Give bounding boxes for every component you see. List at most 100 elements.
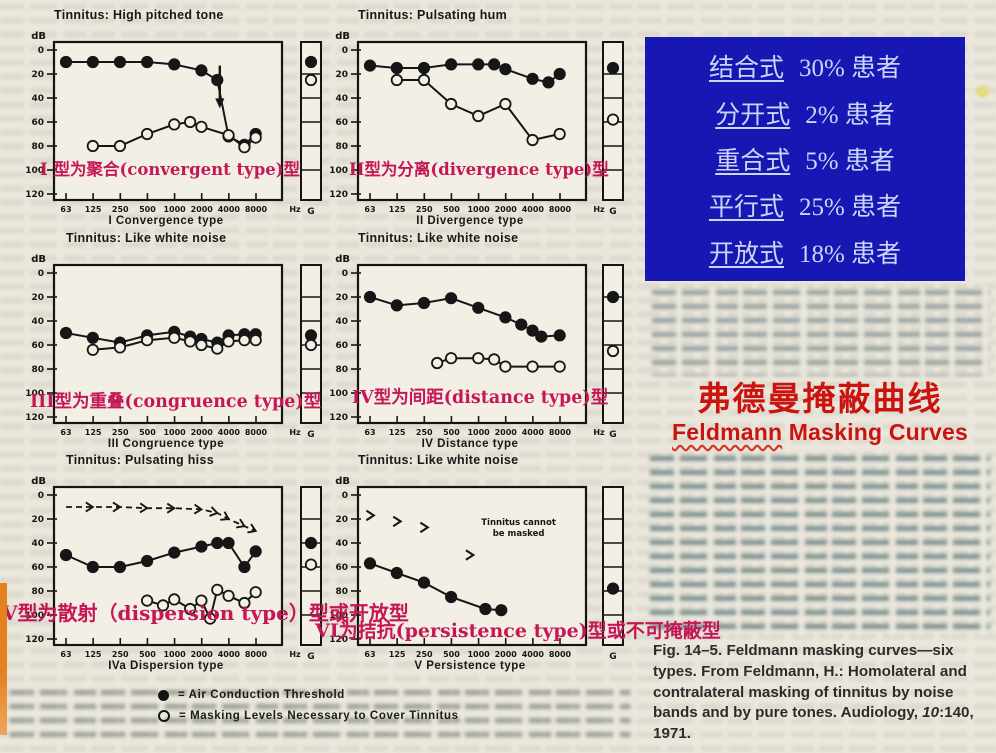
caption-text: Feldmann masking curves—six types. From … xyxy=(653,642,967,722)
caption-number: Fig. 14–5. xyxy=(653,642,723,659)
svg-text:20: 20 xyxy=(335,293,348,303)
audiogram-congruence-type: dB 0 20 40 60 80 100 120 63 125 250 500 1000 2000 4000… xyxy=(25,254,301,437)
stat-value: 2% 患者 xyxy=(805,101,895,129)
mask-type-statistics-box: 结合式 30% 患者 分开式 2% 患者 重合式 5% 患者 平行式 25% 患… xyxy=(645,37,965,281)
heading-chinese: 弗德曼掩蔽曲线 xyxy=(697,379,943,418)
svg-text:80: 80 xyxy=(31,587,44,597)
svg-text:100: 100 xyxy=(329,389,348,399)
svg-text:60: 60 xyxy=(335,563,348,573)
stat-term: 重合式 xyxy=(715,147,791,175)
svg-text:100: 100 xyxy=(25,611,44,621)
contralateral-bar: G xyxy=(602,41,624,217)
svg-text:0: 0 xyxy=(342,46,348,56)
stat-value: 25% 患者 xyxy=(798,194,902,222)
svg-text:20: 20 xyxy=(31,515,44,525)
stat-value: 5% 患者 xyxy=(805,147,895,175)
svg-text:1000: 1000 xyxy=(163,650,186,659)
svg-text:0: 0 xyxy=(38,46,44,56)
svg-text:0: 0 xyxy=(342,269,348,279)
svg-text:4000: 4000 xyxy=(218,428,241,437)
contralateral-bar: G xyxy=(300,486,322,662)
chart-title: Tinnitus: Like white noise xyxy=(358,231,519,245)
svg-text:G: G xyxy=(609,207,616,217)
contralateral-bar: G xyxy=(602,264,624,440)
svg-text:500: 500 xyxy=(443,650,460,659)
svg-text:60: 60 xyxy=(335,118,348,128)
svg-text:4000: 4000 xyxy=(522,205,545,214)
svg-text:250: 250 xyxy=(112,205,129,214)
svg-text:80: 80 xyxy=(335,365,348,375)
svg-text:0: 0 xyxy=(342,491,348,501)
chart-xlabel: IVa Dispersion type xyxy=(108,660,224,672)
svg-text:8000: 8000 xyxy=(549,205,572,214)
chart-title: Tinnitus: Like white noise xyxy=(358,453,519,467)
svg-text:125: 125 xyxy=(389,205,406,214)
chart-xlabel: II Divergence type xyxy=(416,215,524,227)
svg-text:500: 500 xyxy=(139,650,156,659)
svg-text:40: 40 xyxy=(31,94,44,104)
page-edge-strip xyxy=(0,583,7,735)
stat-row: 开放式 18% 患者 xyxy=(645,234,965,270)
svg-text:125: 125 xyxy=(85,428,102,437)
heading-english-word: Feldmann xyxy=(671,419,783,446)
audiogram-persistence-type: dB 0 20 40 60 80 100 120 63 125 250 500 1000 2000 4000… xyxy=(329,476,588,659)
svg-text:40: 40 xyxy=(335,317,348,327)
svg-text:4000: 4000 xyxy=(522,650,545,659)
svg-text:100: 100 xyxy=(25,166,44,176)
svg-text:2000: 2000 xyxy=(495,205,518,214)
contralateral-bar: G xyxy=(300,264,322,440)
svg-text:63: 63 xyxy=(60,428,71,437)
scan-blemish xyxy=(975,84,990,99)
annotation-type-4: IV型为间距(distance type)型 xyxy=(352,388,609,408)
svg-text:8000: 8000 xyxy=(245,428,268,437)
svg-text:40: 40 xyxy=(335,94,348,104)
svg-text:63: 63 xyxy=(364,205,375,214)
contralateral-bar: G xyxy=(300,41,322,217)
legend-item: = Air Conduction Threshold xyxy=(158,689,459,701)
svg-text:125: 125 xyxy=(85,205,102,214)
svg-text:250: 250 xyxy=(112,428,129,437)
svg-text:dB: dB xyxy=(335,31,350,42)
svg-text:63: 63 xyxy=(60,650,71,659)
svg-text:8000: 8000 xyxy=(245,205,268,214)
svg-text:250: 250 xyxy=(416,205,433,214)
stat-row: 平行式 25% 患者 xyxy=(645,187,965,223)
svg-text:8000: 8000 xyxy=(549,650,572,659)
svg-text:8000: 8000 xyxy=(245,650,268,659)
svg-text:20: 20 xyxy=(335,515,348,525)
svg-text:4000: 4000 xyxy=(218,205,241,214)
stat-term: 平行式 xyxy=(708,194,784,222)
stat-row: 重合式 5% 患者 xyxy=(645,141,965,177)
svg-text:120: 120 xyxy=(329,190,348,200)
stat-value: 30% 患者 xyxy=(798,55,902,83)
svg-text:63: 63 xyxy=(60,205,71,214)
audiogram-divergence-type: dB 0 20 40 60 80 100 120 63 125 250 500 1000 2000 4000… xyxy=(329,31,605,214)
chart-xlabel: V Persistence type xyxy=(414,660,526,672)
svg-text:8000: 8000 xyxy=(549,428,572,437)
svg-text:dB: dB xyxy=(335,254,350,265)
stat-term: 结合式 xyxy=(708,55,784,83)
chart-legend: = Air Conduction Threshold = Masking Lev… xyxy=(158,689,459,731)
chart-title: Tinnitus: Pulsating hiss xyxy=(66,453,214,467)
stat-row: 分开式 2% 患者 xyxy=(645,95,965,131)
svg-text:2000: 2000 xyxy=(191,428,214,437)
svg-text:4000: 4000 xyxy=(522,428,545,437)
svg-text:250: 250 xyxy=(416,650,433,659)
svg-text:Hz: Hz xyxy=(289,650,301,659)
body-text-column xyxy=(652,286,990,376)
svg-text:100: 100 xyxy=(329,611,348,621)
contralateral-bar: G xyxy=(602,486,624,662)
svg-text:2000: 2000 xyxy=(191,650,214,659)
svg-text:20: 20 xyxy=(31,70,44,80)
svg-text:20: 20 xyxy=(335,70,348,80)
svg-text:4000: 4000 xyxy=(218,650,241,659)
annotation-type-1: Ⅰ 型为聚合(convergent type)型 xyxy=(40,160,301,179)
heading-english-rest: Masking Curves xyxy=(782,419,969,446)
legend-label: = Air Conduction Threshold xyxy=(178,689,345,701)
svg-text:250: 250 xyxy=(416,428,433,437)
legend-item: = Masking Levels Necessary to Cover Tinn… xyxy=(158,710,459,722)
svg-text:500: 500 xyxy=(139,205,156,214)
svg-text:120: 120 xyxy=(25,413,44,423)
chart-xlabel: I Convergence type xyxy=(108,215,224,227)
